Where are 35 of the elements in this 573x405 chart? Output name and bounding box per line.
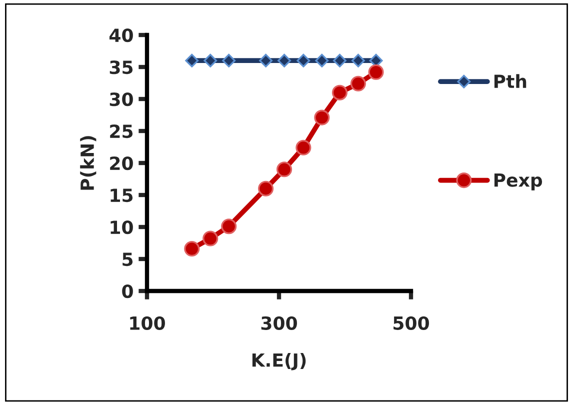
y-tick-label: 30 [110, 92, 133, 106]
point [258, 180, 274, 196]
point [184, 240, 200, 257]
y-tick-label: 40 [109, 28, 133, 42]
point [350, 76, 366, 92]
x-tick-label: 500 [394, 316, 429, 330]
point [314, 110, 330, 126]
point [204, 54, 218, 68]
x-axis-title: K.E(J) [252, 352, 306, 370]
y-tick-label: 25 [110, 124, 133, 138]
y-tick-label: 20 [110, 156, 133, 170]
point [332, 54, 346, 68]
point [368, 64, 384, 80]
x-tick-label: 100 [130, 316, 165, 330]
point [221, 218, 237, 234]
point [259, 54, 273, 68]
point [278, 54, 292, 68]
point [276, 162, 292, 178]
point [296, 140, 312, 156]
legend-label: Pexp [494, 173, 542, 190]
point [185, 54, 199, 68]
point [296, 54, 310, 68]
point [315, 54, 329, 68]
y-tick-label: 0 [122, 284, 133, 298]
y-tick-label: 35 [110, 60, 133, 74]
point [222, 54, 236, 68]
point [202, 230, 218, 246]
y-tick-label: 15 [110, 188, 133, 202]
point [351, 54, 365, 68]
y-axis-title: P(kN) [80, 136, 96, 190]
point [332, 84, 348, 100]
x-tick-label: 300 [261, 316, 297, 330]
legend-label: Pth [494, 74, 526, 88]
y-tick-label: 5 [122, 252, 133, 266]
y-tick-label: 10 [110, 220, 133, 234]
